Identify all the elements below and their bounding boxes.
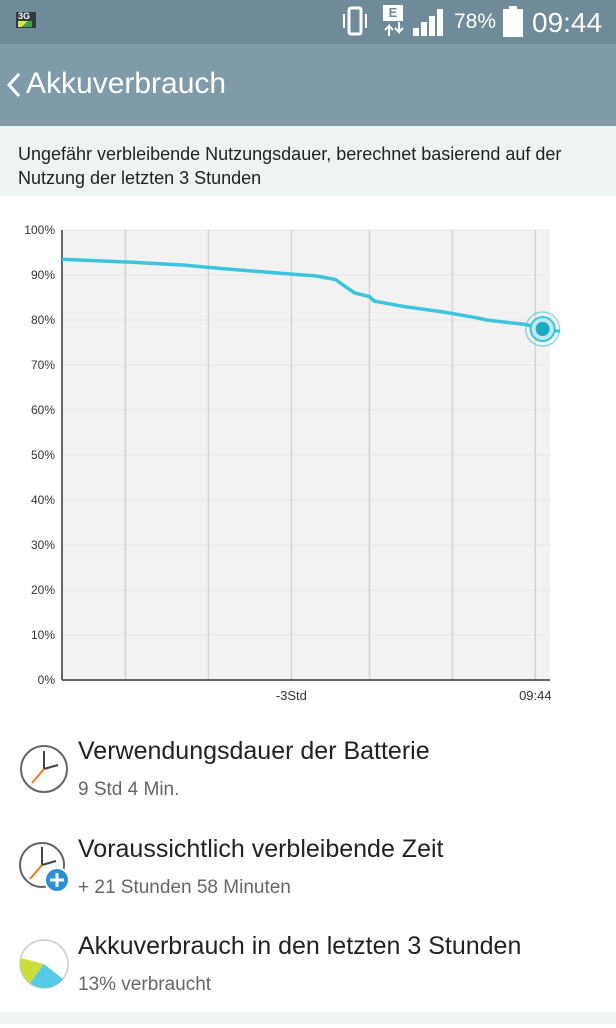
y-tick-label: 100%: [24, 223, 55, 237]
vibrate-icon: [343, 6, 367, 36]
x-tick-label: -3Std: [276, 688, 307, 703]
network-3g-icon: 3G: [16, 12, 36, 28]
battery-percent: 78%: [454, 10, 497, 33]
bottom-strip: [0, 1012, 616, 1024]
row-value: 9 Std 4 Min.: [78, 779, 180, 800]
y-tick-label: 30%: [31, 538, 55, 552]
title-bar: Akkuverbrauch: [0, 44, 616, 126]
row-value: + 21 Stunden 58 Minuten: [78, 877, 291, 898]
status-bar: 3G E 78% 09:44: [0, 0, 616, 44]
y-tick-label: 90%: [31, 268, 55, 282]
battery-chart-svg: 100% 90% 80% 70% 60% 50% 40% 30% 20% 10% 0% -3Std 09…: [24, 223, 561, 703]
data-indicator: E: [383, 5, 403, 21]
signal-strength-icon: [413, 9, 443, 36]
status-clock: 09:44: [532, 7, 603, 38]
row-title: Verwendungsdauer der Batterie: [78, 737, 430, 765]
y-tick-label: 80%: [31, 313, 55, 327]
estimated-remaining-time-row: Voraussichtlich verbleibende Zeit + 21 S…: [0, 835, 616, 931]
current-level-marker-dot: [535, 322, 550, 336]
y-tick-label: 0%: [38, 673, 56, 687]
battery-chart: 100% 90% 80% 70% 60% 50% 40% 30% 20% 10% 0% -3Std 09…: [0, 212, 616, 712]
y-tick-label: 60%: [31, 403, 55, 417]
usage-info-text: Ungefähr verbleibende Nutzungsdauer, ber…: [18, 144, 562, 188]
info-band: Ungefähr verbleibende Nutzungsdauer, ber…: [0, 126, 616, 196]
y-tick-label: 20%: [31, 583, 55, 597]
clock-plus-icon: [19, 842, 70, 893]
y-tick-label: 50%: [31, 448, 55, 462]
battery-level-line: [61, 257, 561, 334]
usage-last-3-hours-row: Akkuverbrauch in den letzten 3 Stunden 1…: [0, 932, 616, 1028]
network-type-label: 3G: [18, 11, 31, 21]
battery-icon: [503, 6, 523, 37]
pie-chart-icon: [19, 939, 69, 989]
row-title: Voraussichtlich verbleibende Zeit: [78, 835, 444, 863]
back-chevron-icon[interactable]: [6, 72, 22, 98]
y-tick-label: 10%: [31, 628, 55, 642]
current-level-marker-ring-outer: [524, 311, 561, 347]
y-tick-label: 40%: [31, 493, 55, 507]
page-title[interactable]: Akkuverbrauch: [26, 67, 227, 100]
data-transfer-icon: E: [381, 5, 407, 37]
row-title: Akkuverbrauch in den letzten 3 Stunden: [78, 932, 522, 960]
battery-usage-duration-row: Verwendungsdauer der Batterie 9 Std 4 Mi…: [0, 737, 616, 833]
x-tick-label: 09:44: [519, 688, 552, 703]
clock-icon: [20, 745, 68, 793]
y-tick-label: 70%: [31, 358, 55, 372]
row-value: 13% verbraucht: [78, 974, 212, 995]
